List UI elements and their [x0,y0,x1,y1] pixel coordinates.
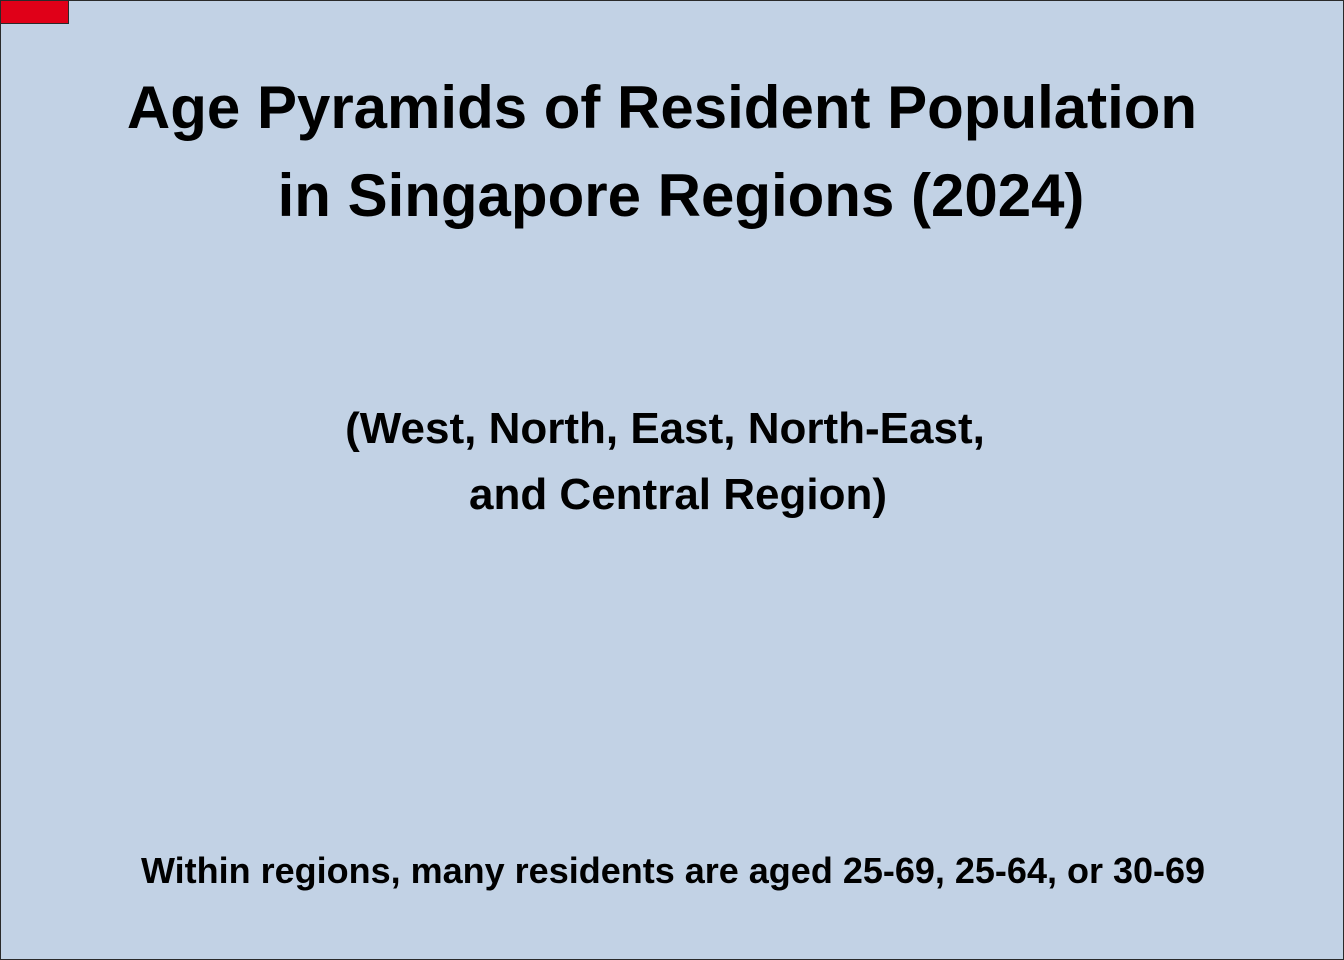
slide-title-line-2: in Singapore Regions (2024) [277,162,1085,229]
slide-title-line-1: Age Pyramids of Resident Population [126,74,1198,141]
slide-subtitle-line-1: (West, North, East, North-East, [345,404,985,453]
red-corner-marker [1,1,69,24]
slide-footnote: Within regions, many residents are aged … [140,850,1206,891]
slide-subtitle-line-2: and Central Region) [468,470,888,519]
